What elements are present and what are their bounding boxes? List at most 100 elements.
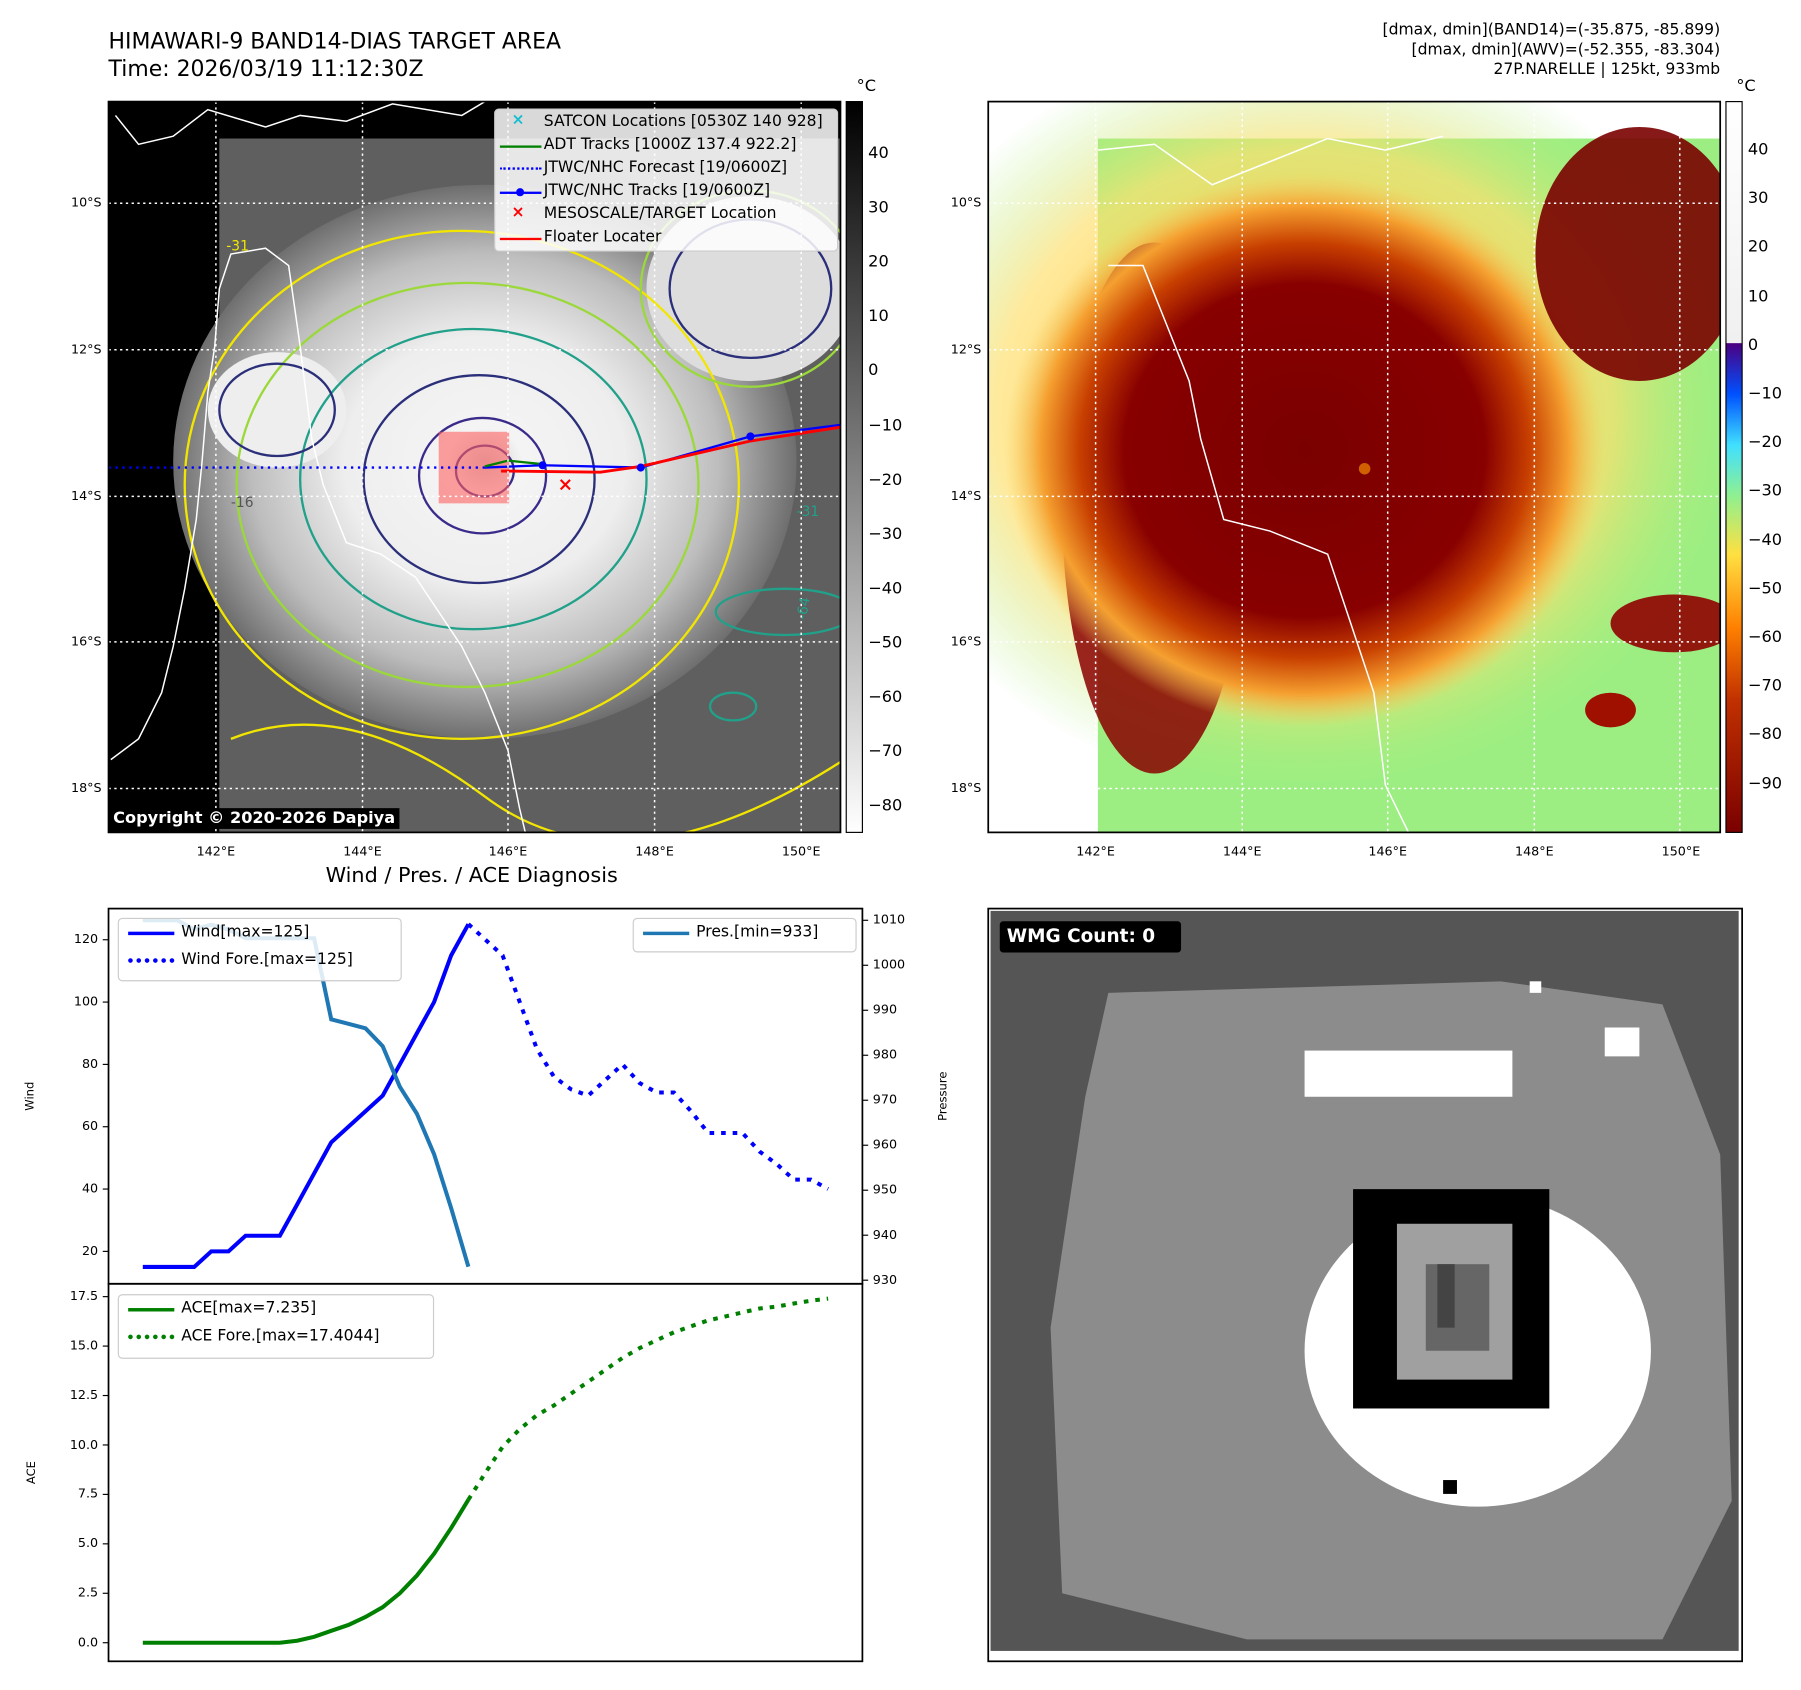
colorbar2-tick: −90 bbox=[1747, 774, 1783, 793]
pressure-axis-label: Pressure bbox=[937, 1071, 950, 1121]
wind-legend: Wind[max=125] Wind Fore.[max=125] bbox=[117, 917, 402, 982]
color-ir-map bbox=[988, 101, 1721, 833]
colorbar1-tick: 20 bbox=[868, 253, 889, 272]
y-tick-label: 10.0 bbox=[69, 1436, 99, 1452]
colorbar1-tick: 30 bbox=[868, 198, 889, 218]
lon-label: 148°E bbox=[635, 843, 674, 859]
series-ace bbox=[142, 1498, 471, 1645]
lat-label: 14°S bbox=[71, 488, 102, 504]
colorbar1-unit: °C bbox=[856, 77, 877, 96]
lon-label: 146°E bbox=[488, 843, 528, 859]
colorbar1-tick: 0 bbox=[868, 361, 879, 381]
colorbar1-tick: −50 bbox=[868, 633, 903, 653]
ace-axis-label: ACE bbox=[25, 1461, 39, 1485]
y-tick-label: 20 bbox=[81, 1243, 99, 1259]
wmg-count-label: WMG Count: 0 bbox=[1006, 924, 1156, 947]
y2-tick-label: 950 bbox=[872, 1182, 898, 1198]
colorbar2-tick: −40 bbox=[1747, 530, 1783, 550]
lon-label: 144°E bbox=[343, 843, 382, 859]
lat-label: 10°S bbox=[950, 195, 982, 211]
lat-label: 18°S bbox=[71, 780, 102, 796]
colorbar2-tick: 30 bbox=[1747, 189, 1769, 209]
y2-tick-label: 1000 bbox=[872, 957, 906, 973]
chart-title: Wind / Pres. / ACE Diagnosis bbox=[325, 863, 618, 888]
y-tick-label: 100 bbox=[73, 993, 99, 1009]
x-marker-icon: × bbox=[511, 203, 525, 222]
lon-label: 146°E bbox=[1368, 843, 1407, 859]
series-ace-fore bbox=[466, 1296, 829, 1501]
colorbar2-tick: −60 bbox=[1747, 628, 1783, 647]
dotted-line-icon bbox=[499, 167, 542, 170]
y2-tick-label: 940 bbox=[872, 1227, 898, 1243]
lon-label: 150°E bbox=[781, 843, 821, 859]
storm-info: 27P.NARELLE | 125kt, 933mb bbox=[1493, 60, 1721, 79]
colorbar2-tick: −10 bbox=[1747, 384, 1783, 403]
lat-label: 12°S bbox=[950, 341, 982, 357]
lat-label: 16°S bbox=[71, 633, 102, 649]
y2-tick-label: 960 bbox=[872, 1137, 898, 1153]
y2-tick-label: 990 bbox=[872, 1002, 898, 1018]
copyright-label: Copyright © 2020-2026 Dapiya bbox=[108, 808, 400, 829]
wind-axis-label: Wind bbox=[24, 1081, 38, 1111]
contour-label: -31 bbox=[796, 503, 820, 520]
stats-text: [dmax, dmin](BAND14)=(-35.875, -85.899) … bbox=[1383, 21, 1721, 80]
colorbar1-tick: −40 bbox=[868, 579, 903, 598]
target-location-marker: × bbox=[558, 475, 573, 496]
contour-label: -16 bbox=[230, 494, 254, 511]
dotted-line-icon bbox=[128, 1334, 175, 1340]
lon-label: 150°E bbox=[1661, 843, 1701, 859]
colorbar2-tick: −70 bbox=[1747, 676, 1783, 696]
colorbar1-tick: −10 bbox=[868, 416, 903, 435]
pressure-legend: Pres.[min=933] bbox=[632, 917, 857, 953]
colorbar2-tick: 20 bbox=[1747, 238, 1769, 257]
colorbar2-unit: °C bbox=[1736, 77, 1756, 96]
y-tick-label: 12.5 bbox=[69, 1387, 99, 1403]
colorbar-color bbox=[1725, 101, 1743, 833]
y-tick-label: 15.0 bbox=[69, 1337, 99, 1354]
colorbar-bw bbox=[845, 101, 863, 833]
lat-label: 16°S bbox=[950, 633, 982, 649]
y2-tick-label: 970 bbox=[872, 1092, 898, 1108]
lon-label: 148°E bbox=[1514, 843, 1554, 859]
y-tick-label: 80 bbox=[81, 1056, 99, 1072]
x-marker-icon: × bbox=[511, 110, 525, 130]
band14-stat: [dmax, dmin](BAND14)=(-35.875, -85.899) bbox=[1382, 20, 1721, 40]
solid-line-icon bbox=[643, 931, 690, 936]
y-tick-label: 0.0 bbox=[77, 1634, 99, 1650]
lat-label: 14°S bbox=[950, 488, 982, 504]
colorbar2-tick: −20 bbox=[1747, 433, 1783, 452]
lon-label: 142°E bbox=[1076, 843, 1115, 859]
colorbar2-tick: −50 bbox=[1747, 579, 1783, 598]
colorbar2-tick: 40 bbox=[1747, 140, 1769, 160]
series-wind-fore bbox=[467, 922, 830, 1191]
colorbar2-tick: −80 bbox=[1747, 725, 1783, 744]
y2-tick-label: 980 bbox=[872, 1047, 898, 1063]
contour-label: -31 bbox=[226, 237, 249, 254]
figure-title: HIMAWARI-9 BAND14-DIAS TARGET AREA bbox=[108, 28, 561, 55]
solid-line-icon bbox=[128, 1308, 175, 1312]
series-wind bbox=[142, 923, 471, 1269]
solid-line-icon bbox=[499, 145, 542, 148]
y-tick-label: 60 bbox=[81, 1118, 99, 1134]
dot-icon bbox=[516, 188, 525, 197]
solid-line-icon bbox=[499, 237, 542, 241]
colorbar2-tick: 10 bbox=[1747, 286, 1769, 306]
map-legend: × SATCON Locations [0530Z 140 928] ADT Tr… bbox=[494, 108, 839, 252]
y-tick-label: 5.0 bbox=[77, 1535, 99, 1551]
dotted-line-icon bbox=[128, 958, 175, 963]
wmg-panel bbox=[987, 907, 1743, 1663]
colorbar2-tick: −30 bbox=[1747, 481, 1783, 501]
colorbar2-tick: 0 bbox=[1747, 335, 1759, 355]
ace-legend: ACE[max=7.235] ACE Fore.[max=17.4044] bbox=[117, 1294, 435, 1359]
colorbar1-tick: −60 bbox=[868, 688, 903, 707]
y2-tick-label: 930 bbox=[872, 1272, 898, 1288]
y2-tick-label: 1010 bbox=[872, 912, 906, 928]
colorbar1-tick: 10 bbox=[868, 307, 889, 326]
colorbar1-tick: −20 bbox=[868, 470, 903, 490]
awv-stat: [dmax, dmin](AWV)=(-52.355, -83.304) bbox=[1411, 40, 1721, 59]
y-tick-label: 40 bbox=[81, 1180, 99, 1196]
y-tick-label: 7.5 bbox=[77, 1486, 99, 1502]
ace-plot bbox=[107, 1282, 864, 1663]
colorbar1-tick: −70 bbox=[868, 742, 903, 761]
